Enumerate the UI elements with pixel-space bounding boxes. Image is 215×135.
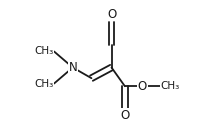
Text: O: O xyxy=(138,80,147,93)
Text: N: N xyxy=(68,61,77,74)
Text: O: O xyxy=(120,109,129,122)
Text: CH₃: CH₃ xyxy=(34,79,53,89)
Text: CH₃: CH₃ xyxy=(34,46,53,56)
Text: CH₃: CH₃ xyxy=(160,81,180,91)
Text: O: O xyxy=(107,8,116,21)
